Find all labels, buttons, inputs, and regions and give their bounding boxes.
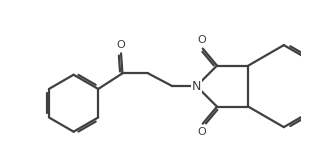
Text: N: N [192, 80, 201, 93]
Text: O: O [197, 127, 206, 137]
Text: O: O [197, 35, 206, 45]
Text: O: O [117, 40, 125, 50]
